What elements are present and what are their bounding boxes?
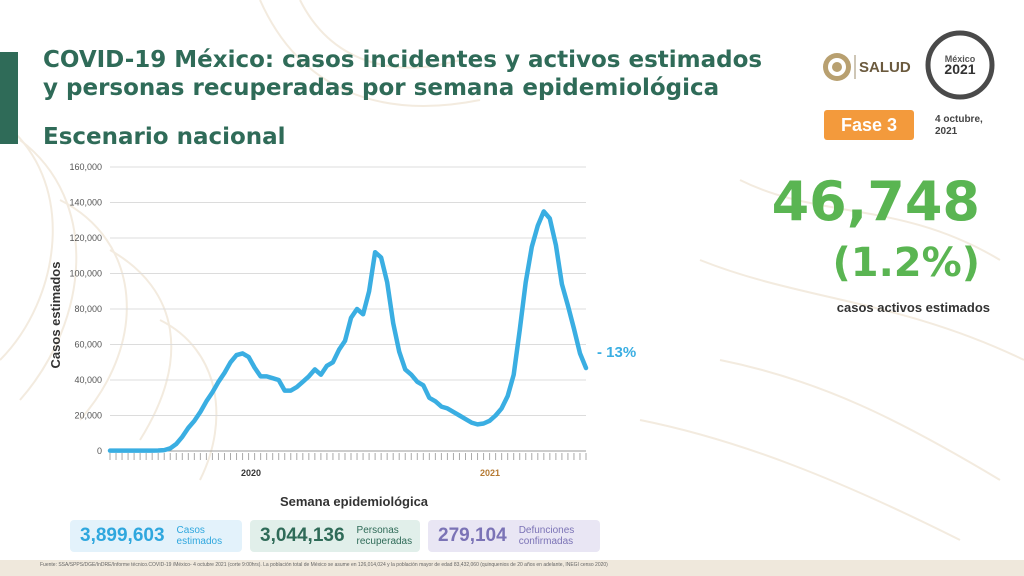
y-tick-label: 160,000	[69, 162, 102, 172]
slide-title: COVID-19 México: casos incidentes y acti…	[43, 47, 763, 101]
active-cases-label: casos activos estimados	[836, 300, 990, 315]
y-tick-label: 140,000	[69, 198, 102, 208]
footer-bar: Fuente: SSA/SPPS/DGE/InDRE/Informe técni…	[0, 560, 1024, 576]
stat-estimated-cases-label: Casos estimados	[176, 525, 223, 547]
footer-source: Fuente: SSA/SPPS/DGE/InDRE/Informe técni…	[40, 562, 608, 568]
accent-bar	[0, 52, 18, 144]
y-tick-label: 100,000	[69, 269, 102, 279]
active-cases-percent: (1.2%)	[832, 240, 981, 286]
y-tick-label: 0	[97, 446, 102, 456]
x-axis-label: Semana epidemiológica	[280, 494, 429, 509]
active-cases-count: 46,748	[771, 170, 980, 233]
stat-estimated-cases-value: 3,899,603	[80, 525, 165, 546]
seal-year: 2021	[944, 61, 975, 77]
change-annotation: - 13%	[597, 344, 636, 361]
mexico-2021-seal-icon: México 2021	[925, 30, 995, 100]
salud-logo-text: SALUD	[859, 59, 911, 76]
y-tick-label: 80,000	[74, 304, 102, 314]
salud-logo: SALUD	[823, 53, 911, 81]
stat-deaths-value: 279,104	[438, 525, 507, 546]
y-tick-label: 20,000	[74, 411, 102, 421]
x-year-label-2021: 2021	[480, 468, 500, 478]
x-week-ticks	[109, 453, 587, 460]
stat-recovered: 3,044,136 Personas recuperadas	[250, 520, 420, 552]
phase-badge: Fase 3	[824, 110, 914, 140]
grid-lines	[110, 166, 586, 452]
report-date: 4 octubre, 2021	[935, 114, 983, 137]
estimated-cases-line	[107, 209, 589, 453]
svg-text:México: México	[945, 54, 976, 64]
y-tick-label: 120,000	[69, 233, 102, 243]
stat-recovered-label: Personas recuperadas	[356, 525, 413, 547]
y-tick-labels: 0 20,000 40,000 60,000 80,000 100,000 120,000 1…	[69, 162, 102, 456]
stat-deaths: 279,104 Defunciones confirmadas	[428, 520, 600, 552]
y-tick-label: 40,000	[74, 375, 102, 385]
eagle-emblem-icon	[823, 53, 851, 81]
slide-subtitle: Escenario nacional	[43, 124, 286, 150]
y-tick-label: 60,000	[74, 340, 102, 350]
x-year-label-2020: 2020	[241, 468, 261, 478]
stat-deaths-label: Defunciones confirmadas	[518, 525, 575, 547]
stat-estimated-cases: 3,899,603 Casos estimados	[70, 520, 242, 552]
stat-recovered-value: 3,044,136	[260, 525, 345, 546]
y-axis-label: Casos estimados	[48, 262, 63, 369]
